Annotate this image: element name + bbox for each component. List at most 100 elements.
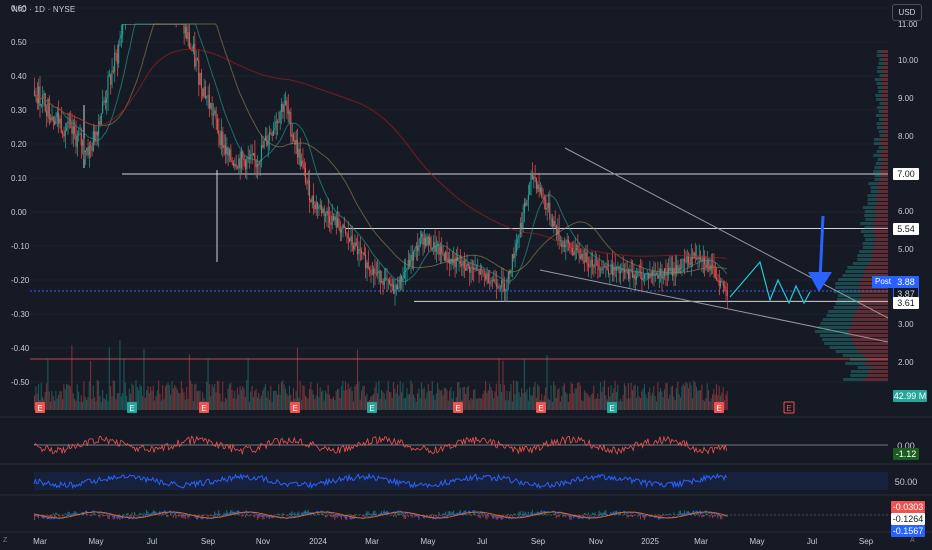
volume-bar: [226, 399, 228, 410]
volume-bar: [647, 391, 649, 410]
candle-body: [469, 266, 471, 273]
volume-bar: [283, 384, 285, 410]
volume-bar: [573, 393, 575, 410]
volume-bar: [250, 391, 252, 410]
profile-bar-up: [877, 86, 883, 89]
profile-bar-up: [852, 262, 869, 265]
candle-body: [222, 131, 224, 149]
volume-bar: [196, 391, 198, 410]
profile-bar-down: [851, 338, 888, 341]
macd-histogram-bar: [695, 512, 698, 515]
candle-body: [290, 112, 292, 137]
candle-body: [183, 24, 185, 34]
macd-histogram-bar: [196, 515, 198, 520]
candle-body: [244, 160, 246, 170]
profile-bar-up: [874, 166, 881, 169]
macd-histogram-bar: [56, 513, 58, 515]
macd-histogram-bar: [332, 515, 335, 518]
candle-body: [485, 274, 487, 280]
profile-bar-up: [874, 78, 881, 81]
candle-body: [263, 140, 265, 148]
macd-histogram-bar: [631, 515, 633, 518]
candle-body: [686, 256, 688, 263]
macd-histogram-bar: [501, 515, 503, 520]
macd-histogram-bar: [298, 511, 300, 515]
macd-histogram-bar: [703, 515, 706, 517]
volume-bar: [538, 386, 540, 410]
volume-bar: [331, 398, 333, 410]
earnings-marker: [453, 402, 463, 413]
right-corner-label: A: [910, 537, 915, 544]
volume-bar: [525, 392, 527, 410]
macd-histogram-bar: [415, 515, 417, 517]
profile-bar-down: [882, 90, 888, 93]
volume-bar: [709, 401, 711, 410]
profile-bar-up: [835, 286, 859, 289]
volume-bar: [120, 396, 122, 410]
candle-body: [542, 197, 544, 198]
volume-bar: [427, 384, 429, 410]
indicator-panes: [0, 416, 932, 533]
volume-bar: [115, 399, 117, 410]
macd-histogram-bar: [140, 513, 142, 515]
volume-bar: [99, 395, 101, 410]
volume-bar: [702, 399, 704, 410]
volume-bar: [354, 386, 356, 410]
macd-histogram-bar: [527, 511, 529, 515]
currency-button[interactable]: USD: [892, 4, 922, 21]
volume-bar: [570, 382, 572, 410]
candle-body: [232, 161, 234, 166]
volume-bar: [219, 393, 221, 410]
volume-bar: [224, 397, 226, 410]
volume-bar: [470, 398, 472, 410]
candle-body: [494, 279, 496, 283]
macd-histogram-bar: [114, 515, 116, 519]
candle-body: [507, 271, 509, 280]
earnings-marker: [714, 402, 724, 413]
volume-bar: [690, 385, 692, 410]
candle-body: [503, 282, 505, 292]
macd-histogram-bar: [63, 515, 65, 516]
profile-bar-up: [877, 66, 883, 69]
macd-histogram-bar: [287, 515, 289, 517]
candle-body: [705, 264, 707, 268]
macd-histogram-bar: [136, 515, 138, 517]
macd-histogram-bar: [227, 512, 229, 515]
volume-bar: [486, 392, 488, 410]
candle-body: [583, 260, 585, 263]
candle-body: [681, 259, 683, 269]
candle-body: [96, 131, 98, 136]
candle-body: [610, 264, 612, 274]
macd-histogram-bar: [363, 515, 365, 517]
profile-bar-down: [876, 202, 888, 205]
candle-body: [573, 252, 575, 255]
left-axis-label: 0.20: [11, 140, 27, 149]
volume-bar: [335, 391, 337, 410]
profile-bar-down: [875, 238, 888, 241]
volume-bar: [259, 398, 261, 410]
volume-bar: [527, 400, 529, 410]
volume-bar: [240, 389, 242, 410]
profile-bar-up: [873, 170, 880, 173]
profile-bar-up: [873, 154, 880, 157]
macd-histogram-bar: [203, 515, 205, 516]
candle-body: [382, 280, 384, 285]
right-axis-label: 2.00: [898, 358, 914, 367]
macd-histogram-bar: [585, 513, 587, 515]
volume-bar: [363, 385, 365, 410]
volume-bar: [429, 390, 431, 410]
macd-histogram-bar: [376, 515, 379, 516]
candle-body: [302, 160, 304, 164]
right-axis-label: 3.00: [898, 320, 914, 329]
volume-bar: [207, 358, 209, 410]
right-axis-label: 11.00: [898, 20, 918, 29]
volume-bar: [244, 396, 246, 410]
macd-histogram-bar: [276, 513, 278, 515]
macd-histogram-bar: [522, 511, 524, 515]
macd-histogram-bar: [74, 511, 76, 515]
volume-bar: [462, 387, 464, 410]
candle-body: [555, 225, 557, 235]
macd-histogram-bar: [547, 513, 549, 515]
macd-histogram-bar: [94, 513, 96, 515]
